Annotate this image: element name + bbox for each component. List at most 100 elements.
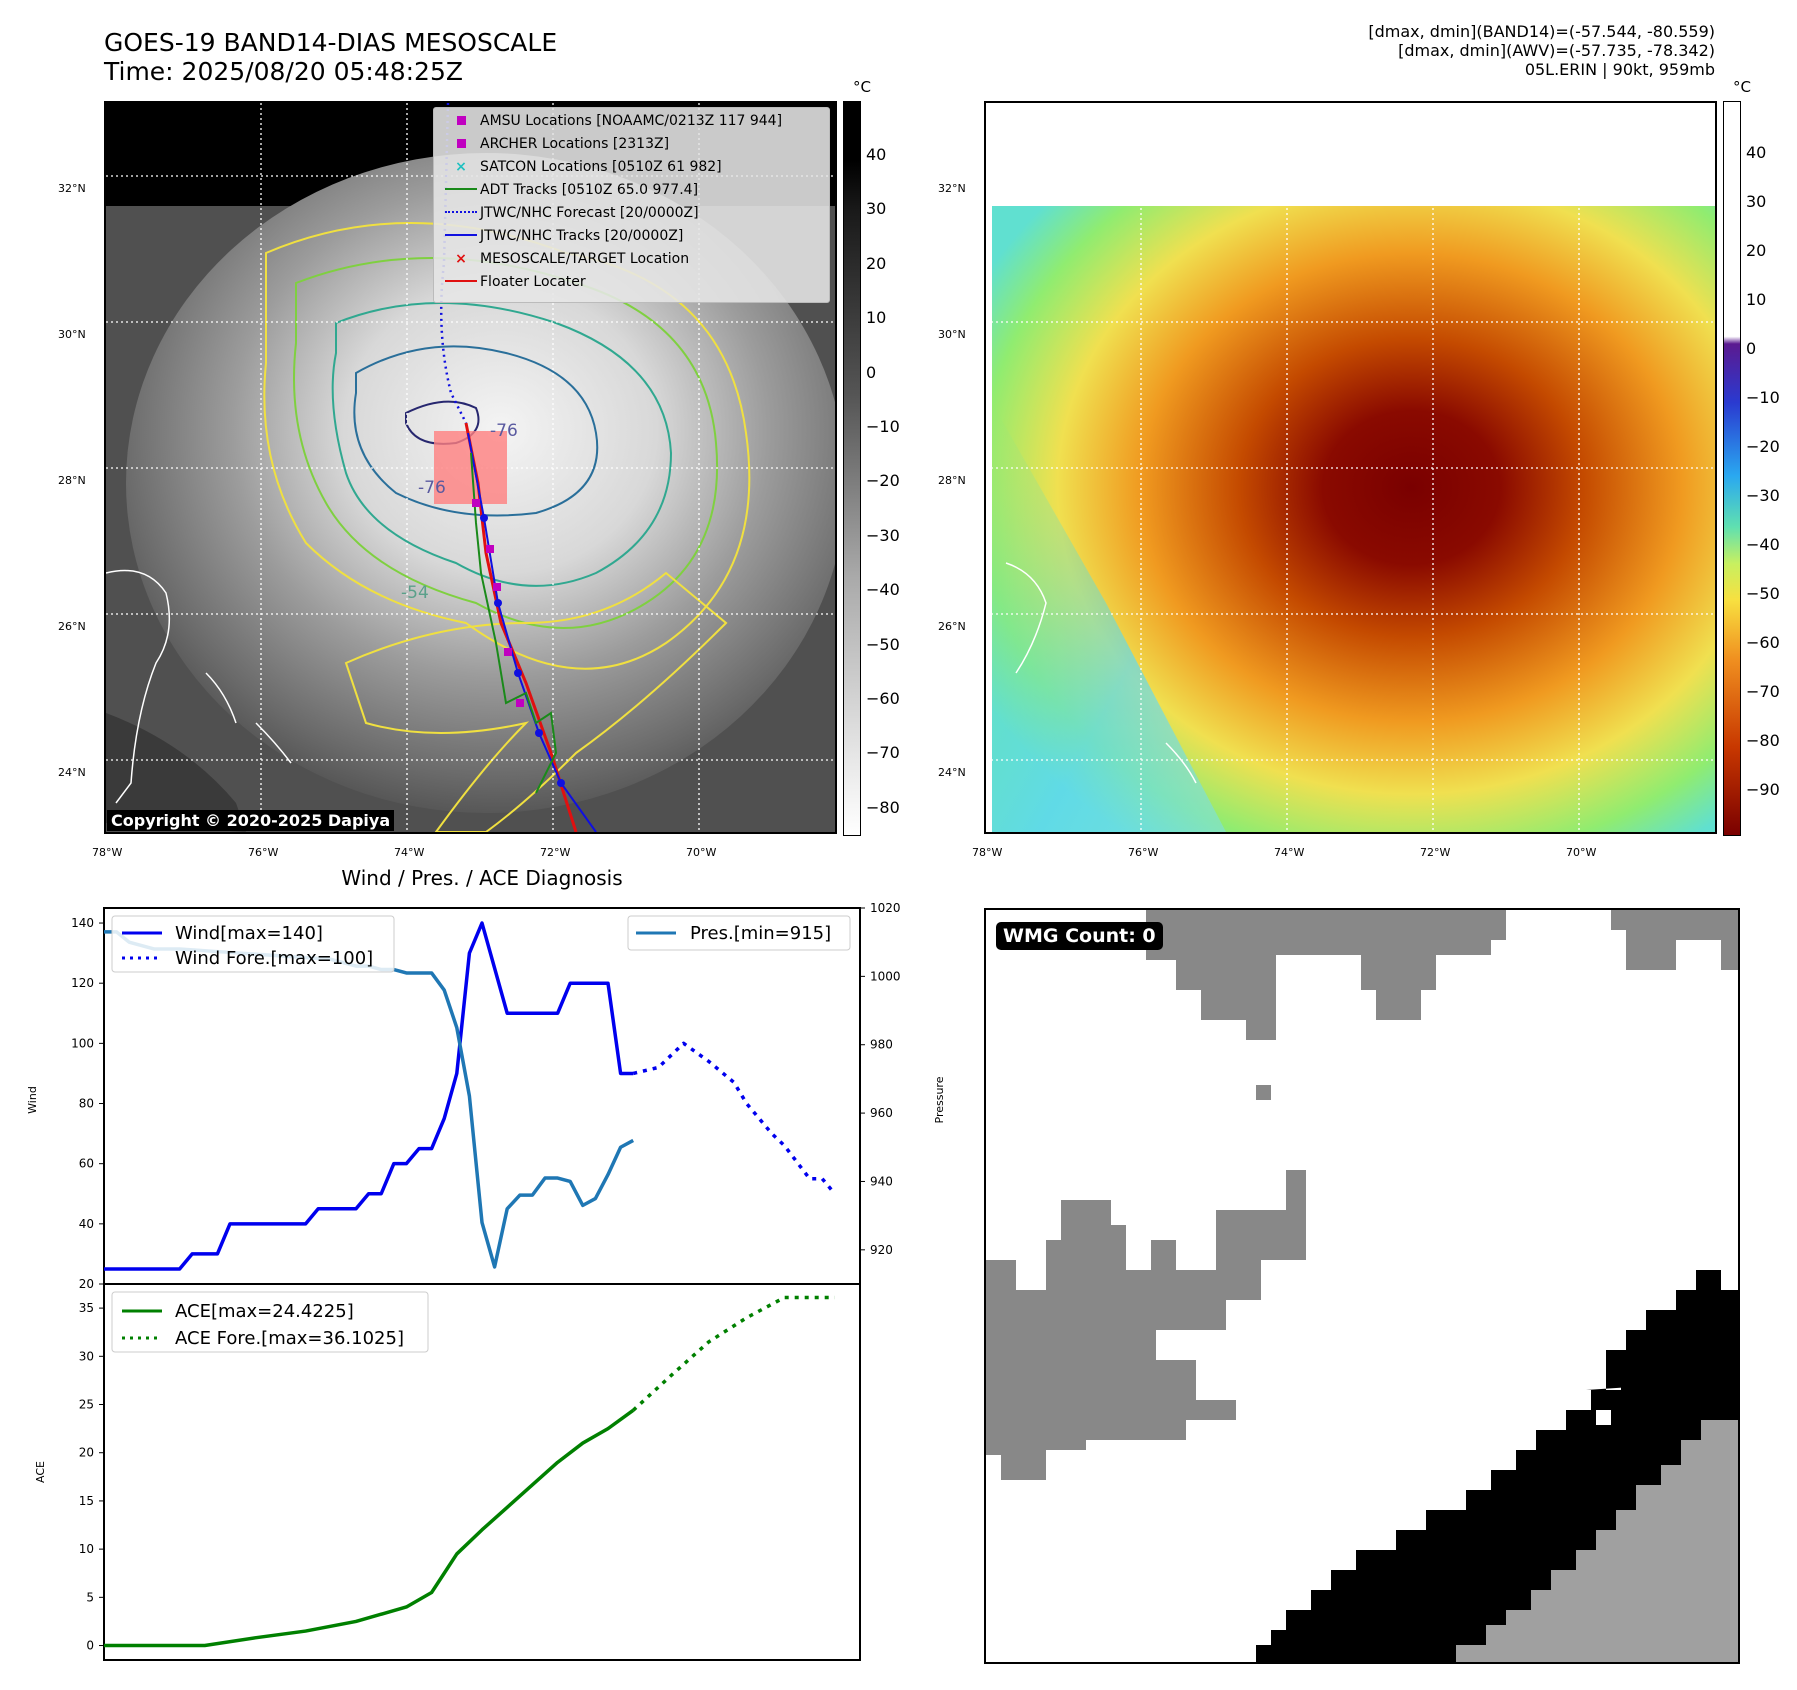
awv-colorbar-tick: −80 (1746, 731, 1780, 750)
legend-label: AMSU Locations [NOAAMC/0213Z 117 944] (480, 113, 783, 129)
right-lat-label: 24°N (938, 766, 966, 779)
contour-label-1: -76 (418, 478, 446, 498)
title-line-2: Time: 2025/08/20 05:48:25Z (104, 57, 463, 86)
wind-axis-label: Wind (26, 1086, 39, 1114)
legend-label: JTWC/NHC Tracks [20/0000Z] (480, 228, 684, 244)
right-lon-label: 74°W (1274, 846, 1305, 859)
awv-colorbar-tick: 40 (1746, 143, 1767, 162)
left-lat-label: 32°N (58, 182, 86, 195)
legend-ace: ACE[max=24.4225] (175, 1301, 354, 1322)
wmg-panel: WMG Count: 0 (984, 908, 1740, 1664)
right-lon-label: 78°W (972, 846, 1003, 859)
wind-tick-label: 120 (71, 976, 94, 990)
pressure-tick-label: 980 (870, 1038, 893, 1052)
ir-colorbar-tick: −20 (866, 471, 900, 491)
wind-tick-label: 40 (79, 1217, 94, 1231)
ir-colorbar (843, 101, 861, 836)
pressure-axis-label: Pressure (933, 1076, 946, 1123)
legend-entry: ADT Tracks [0510Z 65.0 977.4] (442, 182, 698, 202)
ir-colorbar-tick: −10 (866, 417, 900, 436)
awv-colorbar-tick: 20 (1746, 241, 1767, 260)
info-line-2: [dmax, dmin](AWV)=(-57.735, -78.342) (1398, 41, 1715, 60)
wind-forecast-series-line (632, 1041, 837, 1195)
awv-colorbar-unit: °C (1733, 78, 1751, 96)
ace-tick-label: 25 (79, 1398, 94, 1412)
legend-swatch (442, 136, 480, 152)
ace-tick-label: 35 (79, 1301, 94, 1315)
legend-label: ARCHER Locations [2313Z] (480, 136, 670, 152)
ace-tick-label: 20 (79, 1446, 94, 1460)
left-lat-label: 24°N (58, 766, 86, 779)
storm-info: [dmax, dmin](BAND14)=(-57.544, -80.559) … (1368, 22, 1715, 79)
legend-swatch (442, 182, 480, 198)
legend-entry: × MESOSCALE/TARGET Location (442, 251, 689, 271)
awv-colorbar-tick: −10 (1746, 388, 1780, 407)
left-lon-label: 74°W (394, 846, 425, 859)
ace-tick-label: 30 (79, 1349, 94, 1363)
title-line-1: GOES-19 BAND14-DIAS MESOSCALE (104, 28, 558, 57)
wind-tick-label: 100 (71, 1036, 94, 1050)
right-lat-label: 30°N (938, 328, 966, 341)
legend-label: ADT Tracks [0510Z 65.0 977.4] (480, 182, 699, 198)
awv-colorbar (1723, 101, 1741, 836)
pressure-legend: Pres.[min=915] (627, 915, 851, 951)
awv-colorbar-tick: −70 (1746, 682, 1780, 701)
map-legend: AMSU Locations [NOAAMC/0213Z 117 944] ARC… (433, 107, 830, 303)
ir-colorbar-tick: 30 (866, 199, 887, 219)
ace-axis-label: ACE (34, 1461, 47, 1483)
ir-colorbar-tick: 40 (866, 145, 887, 164)
pressure-tick-label: 940 (870, 1174, 893, 1188)
awv-colorbar-tick: −90 (1746, 780, 1780, 799)
left-lon-label: 76°W (248, 846, 279, 859)
awv-colorbar-tick: −20 (1746, 437, 1780, 456)
pressure-tick-label: 960 (870, 1106, 893, 1120)
awv-colorbar-tick: 30 (1746, 192, 1767, 211)
info-line-3: 05L.ERIN | 90kt, 959mb (1524, 60, 1715, 79)
legend-entry: × SATCON Locations [0510Z 61 982] (442, 159, 722, 179)
awv-colorbar-tick: −60 (1746, 633, 1780, 652)
ir-colorbar-tick: −40 (866, 580, 900, 600)
ir-colorbar-tick: −60 (866, 689, 900, 708)
right-lat-label: 28°N (938, 474, 966, 487)
right-lon-label: 76°W (1128, 846, 1159, 859)
wind-legend: Wind[max=140] Wind Fore.[max=100] (111, 915, 395, 973)
awv-grid (986, 103, 1715, 832)
wind-tick-label: 140 (71, 916, 94, 930)
left-lat-label: 30°N (58, 328, 86, 341)
wind-tick-label: 80 (79, 1097, 94, 1111)
legend-pressure: Pres.[min=915] (690, 923, 831, 944)
ir-satellite-map: -76 -76 -54 AMSU Locations [NOAAMC/0213Z… (104, 101, 837, 834)
pressure-tick-label: 1000 (870, 969, 901, 983)
ir-colorbar-tick: −70 (866, 743, 900, 763)
ace-axes-frame (103, 1283, 861, 1661)
forecast-track (439, 103, 468, 424)
contour-label-3: -54 (401, 583, 429, 603)
contour-label-2: -76 (490, 421, 518, 441)
ace-series-line (104, 1408, 635, 1648)
pressure-tick-label: 1020 (870, 901, 901, 915)
awv-colorbar-tick: −50 (1746, 584, 1780, 603)
ir-colorbar-tick: 10 (866, 308, 887, 328)
left-lat-label: 26°N (58, 620, 86, 633)
legend-label: MESOSCALE/TARGET Location (480, 251, 690, 267)
awv-colorbar-tick: 10 (1746, 290, 1767, 309)
pressure-series-line (104, 930, 635, 1269)
ace-tick-label: 5 (86, 1590, 94, 1604)
ace-forecast-series-line (632, 1295, 835, 1412)
left-lon-label: 70°W (686, 846, 717, 859)
legend-swatch (442, 228, 480, 244)
left-lon-label: 72°W (540, 846, 571, 859)
ir-colorbar-tick: −30 (866, 525, 900, 545)
wind-series-line (104, 921, 634, 1271)
copyright-label: Copyright © 2020-2025 Dapiya (107, 810, 395, 831)
awv-map-canvas (986, 103, 1715, 832)
legend-ace-forecast: ACE Fore.[max=36.1025] (175, 1328, 404, 1349)
legend-entry: JTWC/NHC Tracks [20/0000Z] (442, 228, 683, 248)
ir-colorbar-unit: °C (853, 78, 871, 96)
legend-entry: AMSU Locations [NOAAMC/0213Z 117 944] (442, 113, 782, 133)
right-lon-label: 70°W (1566, 846, 1597, 859)
legend-entry: JTWC/NHC Forecast [20/0000Z] (442, 205, 699, 225)
ir-colorbar-tick: 20 (866, 253, 887, 273)
right-lon-label: 72°W (1420, 846, 1451, 859)
